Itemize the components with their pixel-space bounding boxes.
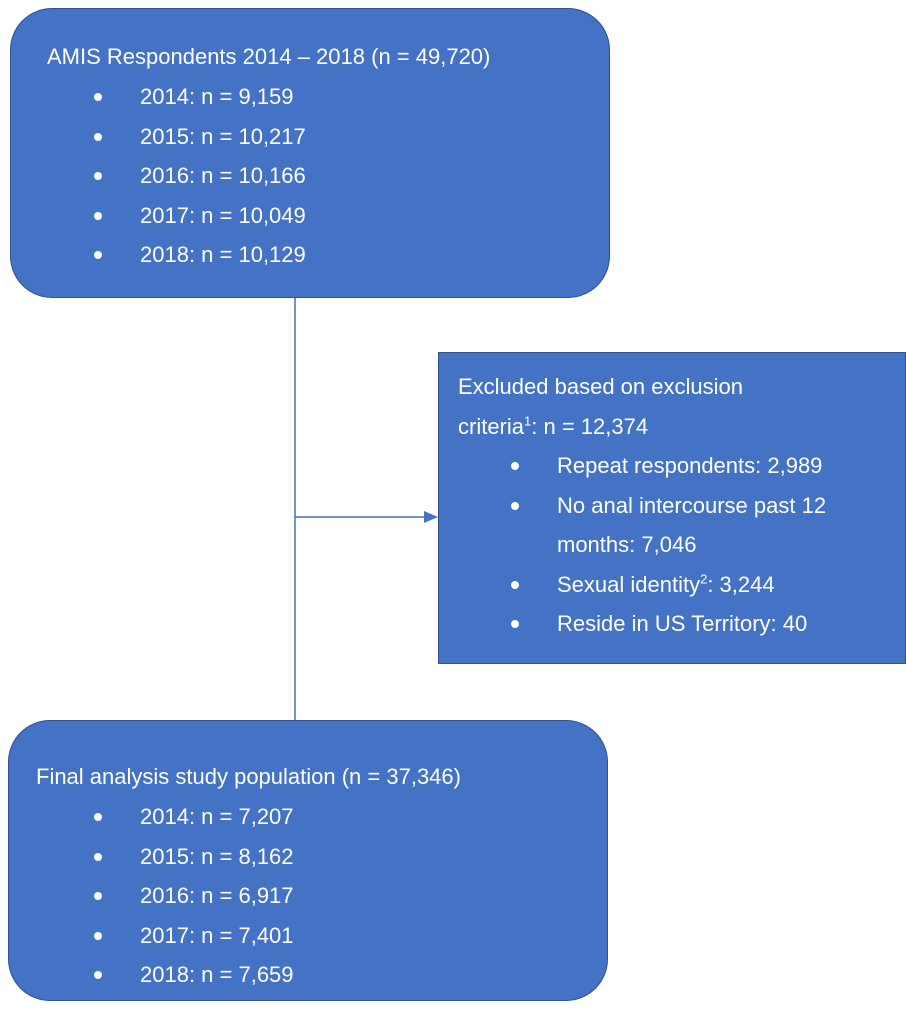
- item-text: Repeat respondents: 2,989: [557, 453, 823, 478]
- list-item: Repeat respondents: 2,989: [511, 446, 861, 486]
- list-item: 2016: n = 6,917: [94, 876, 294, 916]
- final-box: Final analysis study population (n = 37,…: [8, 720, 608, 1001]
- item-list: 2014: n = 9,159 2015: n = 10,217 2016: n…: [94, 77, 306, 275]
- item-list: Repeat respondents: 2,989 No anal interc…: [511, 446, 861, 644]
- list-item: Sexual identity2: 3,244: [511, 565, 861, 605]
- list-item: 2018: n = 10,129: [94, 235, 306, 275]
- title-text: : n = 12,374: [531, 413, 649, 439]
- footnote-mark: 2: [700, 571, 708, 587]
- title-text: Excluded based on exclusion criteria: [458, 374, 743, 439]
- list-item: 2015: n = 8,162: [94, 837, 294, 877]
- list-item: 2016: n = 10,166: [94, 156, 306, 196]
- item-text: : 3,244: [707, 571, 775, 597]
- item-list: 2014: n = 7,207 2015: n = 8,162 2016: n …: [94, 797, 294, 995]
- box-title: Excluded based on exclusion criteria1: n…: [458, 367, 758, 446]
- list-item: 2018: n = 7,659: [94, 955, 294, 995]
- list-item: 2015: n = 10,217: [94, 117, 306, 157]
- arrow-head: [424, 511, 438, 523]
- box-title: AMIS Respondents 2014 – 2018 (n = 49,720…: [47, 44, 491, 69]
- box-title: Final analysis study population (n = 37,…: [36, 764, 461, 789]
- top-box: AMIS Respondents 2014 – 2018 (n = 49,720…: [10, 8, 610, 298]
- list-item: 2017: n = 10,049: [94, 196, 306, 236]
- item-text: Reside in US Territory: 40: [557, 611, 808, 636]
- list-item: Reside in US Territory: 40: [511, 604, 861, 644]
- item-text: No anal intercourse past 12 months: 7,04…: [557, 492, 827, 558]
- item-text: Sexual identity: [557, 571, 701, 597]
- footnote-mark: 1: [524, 413, 532, 429]
- excluded-box: Excluded based on exclusion criteria1: n…: [438, 352, 906, 664]
- list-item: 2014: n = 7,207: [94, 797, 294, 837]
- list-item: No anal intercourse past 12 months: 7,04…: [511, 486, 857, 565]
- list-item: 2017: n = 7,401: [94, 916, 294, 956]
- list-item: 2014: n = 9,159: [94, 77, 306, 117]
